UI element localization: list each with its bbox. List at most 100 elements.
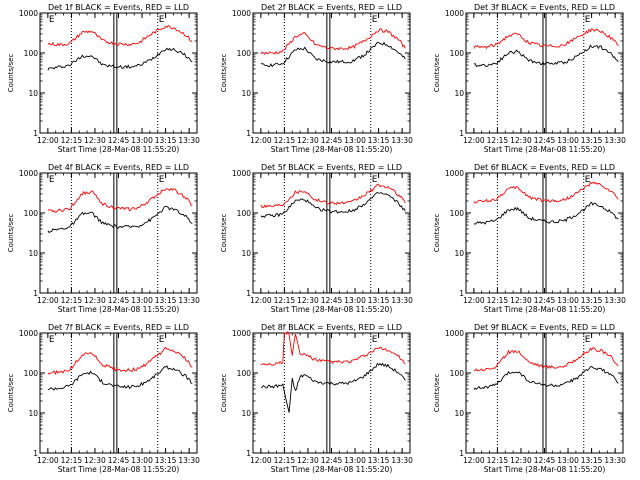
x-tick-label: 12:30 [84, 136, 106, 145]
panel-title: Det 8f BLACK = Events, RED = LLD [261, 323, 402, 332]
x-tick-label: 13:15 [155, 296, 177, 305]
series-line-lld [47, 187, 193, 213]
series-line-events [260, 41, 406, 68]
x-tick-label: 13:00 [557, 136, 579, 145]
panel-det-9: Det 9f BLACK = Events, RED = LLD Counts/s… [433, 323, 626, 474]
y-tick-label: 1000 [19, 329, 38, 338]
series-line-events [47, 365, 193, 391]
series-line-lld [473, 347, 619, 372]
x-axis-label: Start Time (28-Mar-08 11:55:20) [271, 465, 393, 474]
x-tick-label: 12:30 [297, 456, 319, 465]
x-tick-label: 12:15 [61, 296, 83, 305]
panel-title: Det 7f BLACK = Events, RED = LLD [48, 323, 189, 332]
y-tick-label: 10 [241, 89, 251, 98]
x-tick-label: 12:00 [37, 456, 59, 465]
event-marker-label: E [585, 175, 591, 185]
panel-det-6: Det 6f BLACK = Events, RED = LLD Counts/s… [433, 163, 626, 314]
y-tick-label: 1 [246, 289, 251, 298]
x-tick-label: 12:45 [108, 456, 130, 465]
y-tick-label: 100 [237, 49, 252, 58]
y-axis-label: Counts/sec [7, 54, 15, 93]
event-marker-label: E [372, 15, 378, 25]
y-tick-label: 1000 [19, 169, 38, 178]
plot-frame [465, 172, 624, 294]
panel-det-2: Det 2f BLACK = Events, RED = LLD Counts/s… [220, 3, 413, 154]
y-tick-label: 1 [246, 449, 251, 458]
event-marker-label: E [159, 175, 165, 185]
panel-det-1: Det 1f BLACK = Events, RED = LLD Counts/s… [7, 3, 200, 154]
y-axis-label: Counts/sec [7, 214, 15, 253]
panel-det-4: Det 4f BLACK = Events, RED = LLD Counts/s… [7, 163, 200, 314]
y-tick-label: 1000 [232, 169, 251, 178]
x-tick-label: 12:00 [463, 456, 485, 465]
x-tick-label: 12:45 [534, 296, 556, 305]
y-tick-label: 10 [241, 249, 251, 258]
y-tick-label: 10 [454, 89, 464, 98]
x-tick-label: 13:00 [131, 136, 153, 145]
x-axis-label: Start Time (28-Mar-08 11:55:20) [58, 465, 180, 474]
x-axis-label: Start Time (28-Mar-08 11:55:20) [484, 145, 606, 154]
panel-title: Det 4f BLACK = Events, RED = LLD [48, 163, 189, 172]
y-tick-label: 1 [33, 449, 38, 458]
y-axis-label: Counts/sec [220, 374, 228, 413]
x-tick-label: 13:30 [391, 136, 413, 145]
plot-frame [39, 172, 198, 294]
event-marker-label: E [49, 175, 55, 185]
x-tick-label: 12:30 [510, 296, 532, 305]
x-tick-label: 12:00 [37, 136, 59, 145]
y-tick-label: 1 [33, 289, 38, 298]
event-marker-label: E [49, 15, 55, 25]
x-tick-label: 12:30 [297, 296, 319, 305]
x-tick-label: 12:00 [463, 296, 485, 305]
series-line-events [47, 47, 193, 71]
y-tick-label: 1 [459, 289, 464, 298]
y-tick-label: 100 [24, 49, 39, 58]
panel-det-7: Det 7f BLACK = Events, RED = LLD Counts/s… [7, 323, 200, 474]
event-marker-label: E [372, 175, 378, 185]
x-tick-label: 13:15 [368, 296, 390, 305]
series-line-events [473, 365, 619, 391]
event-marker-label: E [49, 335, 55, 345]
x-axis-label: Start Time (28-Mar-08 11:55:20) [58, 305, 180, 314]
series-line-lld [260, 28, 406, 55]
y-tick-label: 10 [454, 249, 464, 258]
event-marker-label: E [159, 15, 165, 25]
x-tick-label: 13:30 [391, 456, 413, 465]
series-line-events [47, 205, 193, 234]
event-marker-label: E [159, 335, 165, 345]
x-tick-label: 12:30 [297, 136, 319, 145]
x-tick-label: 13:30 [604, 456, 626, 465]
plot-frame [39, 12, 198, 134]
event-marker-label: E [585, 15, 591, 25]
y-tick-label: 1000 [445, 9, 464, 18]
x-tick-label: 12:00 [37, 296, 59, 305]
x-tick-label: 13:30 [178, 456, 200, 465]
x-tick-label: 13:30 [604, 136, 626, 145]
y-tick-label: 10 [454, 409, 464, 418]
x-tick-label: 12:30 [84, 456, 106, 465]
x-axis-label: Start Time (28-Mar-08 11:55:20) [271, 305, 393, 314]
y-tick-label: 100 [24, 209, 39, 218]
panel-det-5: Det 5f BLACK = Events, RED = LLD Counts/s… [220, 163, 413, 314]
x-tick-label: 13:00 [344, 136, 366, 145]
x-tick-label: 13:15 [368, 456, 390, 465]
x-tick-label: 12:45 [321, 296, 343, 305]
panel-title: Det 6f BLACK = Events, RED = LLD [474, 163, 615, 172]
x-tick-label: 12:30 [84, 296, 106, 305]
panel-title: Det 1f BLACK = Events, RED = LLD [48, 3, 189, 12]
y-tick-label: 1000 [232, 9, 251, 18]
x-tick-label: 12:45 [321, 456, 343, 465]
y-tick-label: 1 [459, 449, 464, 458]
x-tick-label: 13:00 [131, 296, 153, 305]
panel-title: Det 2f BLACK = Events, RED = LLD [261, 3, 402, 12]
x-tick-label: 13:30 [604, 296, 626, 305]
y-tick-label: 10 [28, 249, 38, 258]
x-tick-label: 12:00 [250, 296, 272, 305]
x-tick-label: 13:15 [581, 136, 603, 145]
x-tick-label: 13:15 [581, 296, 603, 305]
x-tick-label: 12:15 [274, 136, 296, 145]
x-axis-label: Start Time (28-Mar-08 11:55:20) [484, 465, 606, 474]
series-line-lld [47, 24, 193, 47]
x-tick-label: 12:15 [274, 456, 296, 465]
x-tick-label: 12:45 [534, 456, 556, 465]
